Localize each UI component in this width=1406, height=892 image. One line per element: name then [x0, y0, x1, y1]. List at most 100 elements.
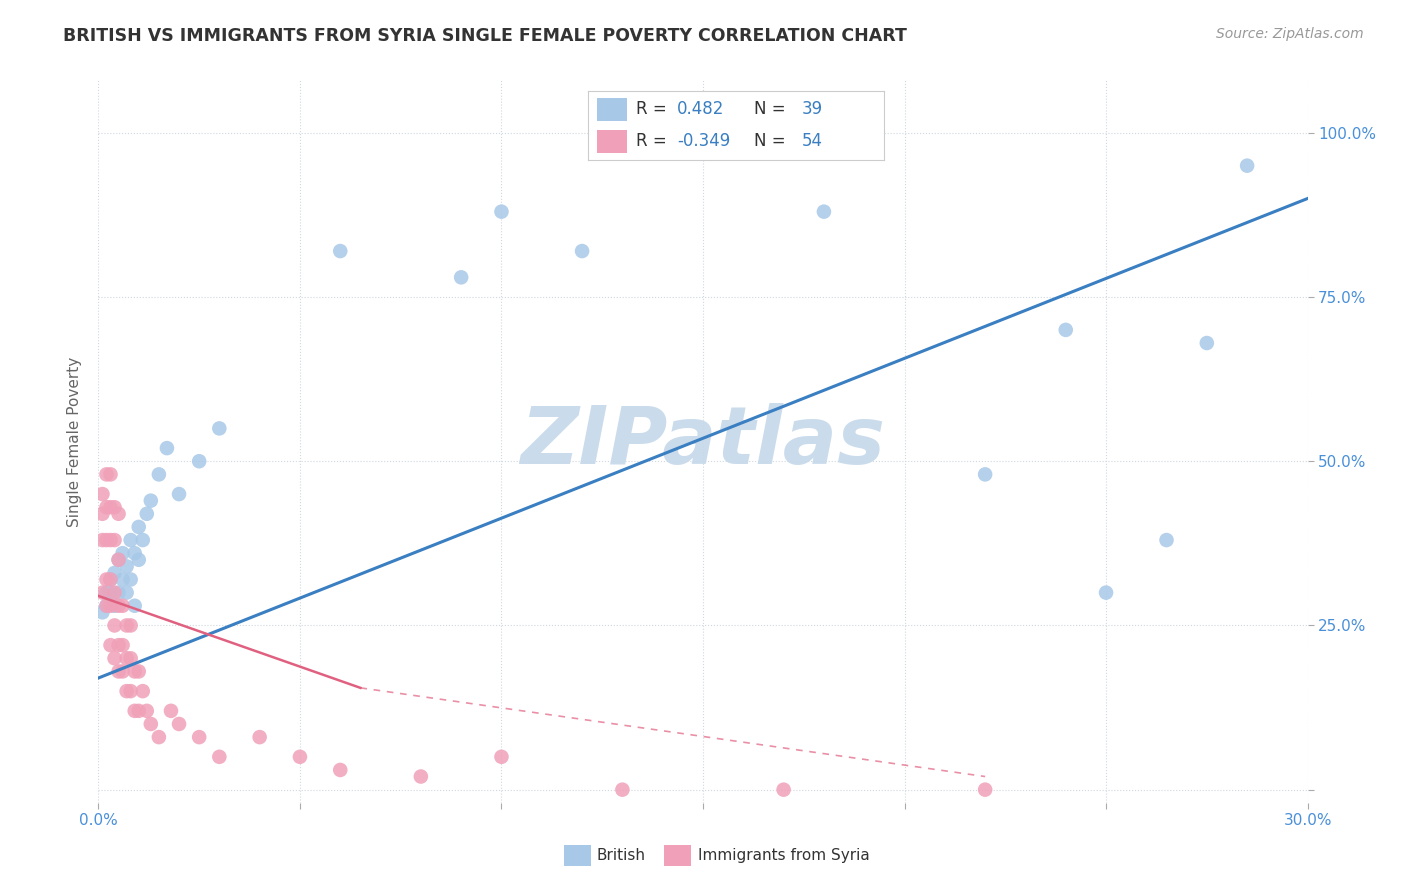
Point — [91, 533, 114, 547]
Point — [1156, 533, 1178, 547]
Text: BRITISH VS IMMIGRANTS FROM SYRIA SINGLE FEMALE POVERTY CORRELATION CHART: BRITISH VS IMMIGRANTS FROM SYRIA SINGLE … — [63, 27, 907, 45]
Point — [156, 441, 179, 455]
Point — [128, 553, 150, 567]
Point — [124, 665, 146, 679]
Point — [208, 749, 231, 764]
Point — [107, 507, 129, 521]
Point — [167, 487, 190, 501]
Point — [103, 585, 125, 599]
Point — [124, 599, 146, 613]
Point — [120, 651, 142, 665]
Point — [128, 704, 150, 718]
Point — [91, 605, 114, 619]
FancyBboxPatch shape — [564, 846, 591, 865]
Point — [107, 553, 129, 567]
Point — [96, 500, 118, 515]
Point — [96, 585, 118, 599]
Point — [96, 599, 118, 613]
Point — [115, 651, 138, 665]
Point — [612, 782, 634, 797]
Point — [491, 204, 513, 219]
Point — [813, 204, 835, 219]
Point — [100, 585, 122, 599]
Point — [491, 749, 513, 764]
Point — [124, 546, 146, 560]
Point — [96, 467, 118, 482]
Text: Source: ZipAtlas.com: Source: ZipAtlas.com — [1216, 27, 1364, 41]
Point — [208, 421, 231, 435]
Point — [1095, 585, 1118, 599]
Point — [115, 585, 138, 599]
Point — [135, 704, 157, 718]
Point — [128, 520, 150, 534]
Point — [132, 533, 155, 547]
Point — [96, 573, 118, 587]
Point — [128, 665, 150, 679]
Point — [100, 467, 122, 482]
Point — [188, 454, 211, 468]
Point — [91, 507, 114, 521]
Point — [103, 533, 125, 547]
Text: Immigrants from Syria: Immigrants from Syria — [699, 848, 870, 863]
Point — [103, 651, 125, 665]
Point — [103, 500, 125, 515]
Point — [249, 730, 271, 744]
Point — [115, 684, 138, 698]
Text: British: British — [596, 848, 645, 863]
Point — [1195, 336, 1218, 351]
Point — [100, 500, 122, 515]
Point — [103, 566, 125, 580]
Point — [571, 244, 593, 258]
Point — [107, 665, 129, 679]
Point — [132, 684, 155, 698]
Point — [974, 467, 997, 482]
Point — [167, 717, 190, 731]
Point — [135, 507, 157, 521]
Point — [96, 599, 118, 613]
Point — [148, 467, 170, 482]
Point — [160, 704, 183, 718]
Point — [1054, 323, 1077, 337]
Point — [974, 782, 997, 797]
Point — [91, 487, 114, 501]
Point — [111, 573, 134, 587]
Point — [450, 270, 472, 285]
Point — [100, 533, 122, 547]
Point — [1236, 159, 1258, 173]
FancyBboxPatch shape — [664, 846, 690, 865]
Point — [329, 763, 352, 777]
Text: ZIPatlas: ZIPatlas — [520, 402, 886, 481]
Point — [329, 244, 352, 258]
Point — [103, 618, 125, 632]
Point — [100, 573, 122, 587]
Y-axis label: Single Female Poverty: Single Female Poverty — [67, 357, 83, 526]
Point — [120, 618, 142, 632]
Point — [139, 493, 162, 508]
Point — [100, 573, 122, 587]
Point — [120, 684, 142, 698]
Point — [107, 638, 129, 652]
Point — [120, 573, 142, 587]
Point — [120, 533, 142, 547]
Point — [409, 770, 432, 784]
Point — [148, 730, 170, 744]
Point — [139, 717, 162, 731]
Point — [100, 638, 122, 652]
Point — [115, 559, 138, 574]
Point — [111, 546, 134, 560]
Point — [772, 782, 794, 797]
Point — [115, 618, 138, 632]
Point — [103, 599, 125, 613]
Point — [188, 730, 211, 744]
Point — [107, 585, 129, 599]
Point — [96, 533, 118, 547]
Point — [111, 599, 134, 613]
Point — [91, 585, 114, 599]
Point — [612, 126, 634, 140]
Point — [111, 638, 134, 652]
Point — [100, 599, 122, 613]
Point — [288, 749, 311, 764]
Point — [107, 553, 129, 567]
Point — [111, 665, 134, 679]
Point — [124, 704, 146, 718]
